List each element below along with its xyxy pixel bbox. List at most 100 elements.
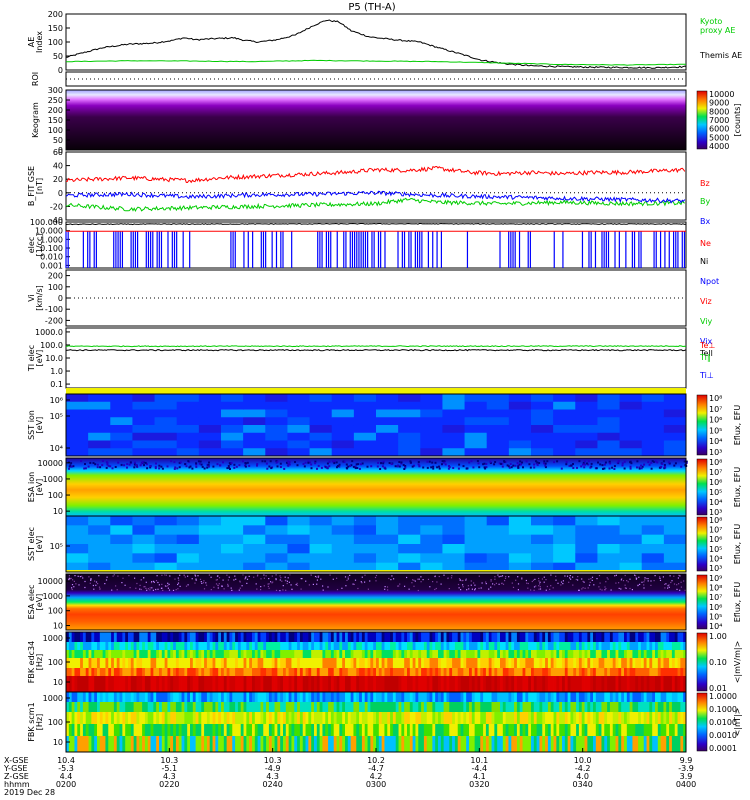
speckle-cell bbox=[216, 579, 218, 581]
spectrogram-cell bbox=[167, 650, 171, 658]
spectrogram-cell bbox=[553, 425, 576, 434]
spectrogram-cell bbox=[311, 676, 315, 692]
spectrogram-cell bbox=[378, 702, 383, 712]
spectrogram-cell bbox=[243, 736, 247, 752]
y-axis-unit: [nT] bbox=[35, 178, 44, 194]
y-axis-unit: [km/s] bbox=[35, 285, 44, 311]
spectrogram-cell bbox=[74, 724, 78, 736]
spectrogram-cell bbox=[387, 642, 391, 650]
spectrogram-cell bbox=[133, 650, 137, 658]
spectrogram-cell bbox=[674, 692, 678, 702]
spectrogram-cell bbox=[132, 417, 156, 426]
x-tick-label: 0200 bbox=[56, 780, 76, 789]
y-gse-value: -4.2 bbox=[575, 764, 591, 773]
spectrogram-cell bbox=[309, 394, 333, 403]
speckle-cell bbox=[526, 582, 528, 584]
keogram-ylabel: Keogram bbox=[31, 102, 40, 138]
z-gse-value: 4.2 bbox=[370, 772, 383, 781]
texture-cell bbox=[229, 468, 231, 470]
speckle-cell bbox=[390, 579, 392, 581]
spectrogram-cell bbox=[483, 736, 487, 752]
spectrogram-cell bbox=[392, 642, 397, 650]
colorbar-tick-label: 0.01 bbox=[709, 684, 727, 693]
spectrogram-cell bbox=[559, 676, 563, 692]
speckle-cell bbox=[606, 577, 608, 579]
spectrogram-cell bbox=[485, 658, 490, 668]
speckle-cell bbox=[490, 580, 492, 582]
spectrogram-cell bbox=[497, 736, 501, 752]
speckle-cell bbox=[285, 579, 287, 582]
spectrogram-cell bbox=[604, 632, 608, 642]
spectrogram-cell bbox=[110, 432, 133, 441]
speckle-cell bbox=[158, 584, 160, 586]
spectrogram-cell bbox=[643, 692, 647, 702]
speckle-cell bbox=[581, 588, 583, 590]
spectrogram-cell bbox=[302, 668, 306, 676]
spectrogram-cell bbox=[429, 676, 433, 692]
speckle-cell bbox=[678, 583, 680, 585]
spectrogram-cell bbox=[409, 692, 414, 702]
speckle-cell bbox=[527, 587, 529, 589]
spectrogram-cell bbox=[505, 676, 509, 692]
y-gse-value: -5.1 bbox=[162, 764, 178, 773]
spectrogram-cell bbox=[119, 724, 123, 736]
spectrogram-cell bbox=[464, 562, 488, 573]
spectrogram-cell bbox=[128, 712, 132, 724]
spectrogram-cell bbox=[638, 692, 642, 702]
speckle-cell bbox=[151, 581, 153, 583]
spectrogram-cell bbox=[398, 642, 402, 650]
spectrogram-cell bbox=[570, 736, 574, 752]
spectrogram-cell bbox=[221, 702, 225, 712]
spectrogram-cell bbox=[655, 736, 659, 752]
spectrogram-cell bbox=[287, 544, 311, 554]
spectrogram-cell bbox=[494, 650, 498, 658]
texture-cell bbox=[640, 464, 643, 467]
speckle-cell bbox=[678, 574, 680, 576]
spectrogram-cell bbox=[330, 658, 335, 668]
spectrogram-cell bbox=[82, 692, 87, 702]
spectrogram-cell bbox=[287, 525, 311, 536]
spectrogram-cell bbox=[139, 632, 143, 642]
spectrogram-cell bbox=[480, 642, 484, 650]
spectrogram-cell bbox=[322, 736, 326, 752]
spectrogram-cell bbox=[164, 724, 168, 736]
spectrogram-cell bbox=[652, 676, 656, 692]
spectrogram-cell bbox=[604, 658, 608, 668]
texture-cell bbox=[184, 463, 187, 466]
colorbar-tick-label: 10⁴ bbox=[709, 498, 722, 507]
texture-cell bbox=[398, 465, 401, 468]
texture-cell bbox=[370, 465, 373, 468]
colorbar-tick-label: 10⁶ bbox=[709, 416, 722, 425]
texture-cell bbox=[501, 465, 504, 468]
spectrogram-cell bbox=[612, 676, 616, 692]
spectrogram-cell bbox=[426, 642, 430, 650]
spectrogram-cell bbox=[480, 712, 484, 724]
spectrogram-cell bbox=[288, 650, 292, 658]
spectrogram-cell bbox=[545, 642, 549, 650]
speckle-cell bbox=[406, 576, 408, 579]
spectrogram-cell bbox=[240, 736, 244, 752]
speckle-cell bbox=[268, 578, 270, 580]
speckle-cell bbox=[347, 578, 349, 580]
spectrogram-cell bbox=[680, 642, 684, 650]
fbk_b-spectrogram bbox=[66, 692, 687, 752]
spectrogram-cell bbox=[316, 668, 321, 676]
spectrogram-cell bbox=[516, 736, 521, 752]
spectrogram-cell bbox=[505, 658, 509, 668]
texture-cell bbox=[266, 467, 269, 470]
esa_ion-ylabel: ESA ion [eV] bbox=[27, 472, 44, 502]
speckle-cell bbox=[369, 580, 371, 582]
spectrogram-cell bbox=[235, 642, 239, 650]
speckle-cell bbox=[659, 576, 661, 578]
spectrogram-cell bbox=[531, 632, 535, 642]
spectrogram-cell bbox=[553, 562, 576, 573]
ephemeris-row-label: 2019 Dec 28 bbox=[4, 788, 55, 797]
spectrogram-cell bbox=[119, 668, 123, 676]
spectrogram-cell bbox=[105, 658, 109, 668]
spectrogram-cell bbox=[666, 702, 670, 712]
speckle-cell bbox=[545, 579, 547, 581]
speckle-cell bbox=[659, 579, 662, 581]
spectrogram-cell bbox=[77, 642, 81, 650]
texture-cell bbox=[685, 462, 688, 465]
